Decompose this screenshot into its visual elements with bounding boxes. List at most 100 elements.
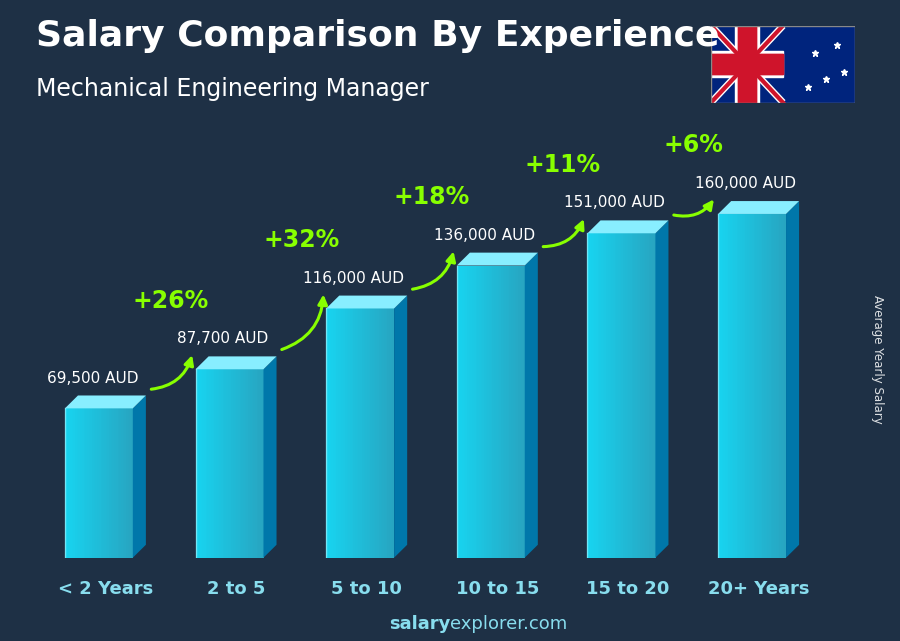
Bar bbox=[345, 308, 346, 558]
Text: +6%: +6% bbox=[663, 133, 724, 157]
Text: Mechanical Engineering Manager: Mechanical Engineering Manager bbox=[36, 77, 429, 101]
Bar bbox=[119, 408, 122, 558]
Bar bbox=[87, 408, 89, 558]
Text: 160,000 AUD: 160,000 AUD bbox=[695, 176, 796, 191]
Bar bbox=[258, 369, 260, 558]
Bar bbox=[382, 308, 384, 558]
Bar bbox=[636, 233, 639, 558]
Bar bbox=[337, 308, 338, 558]
Bar bbox=[103, 408, 104, 558]
Bar bbox=[745, 214, 747, 558]
Bar bbox=[620, 233, 622, 558]
Bar bbox=[195, 369, 197, 558]
Bar bbox=[770, 214, 771, 558]
Bar bbox=[770, 214, 772, 558]
Bar bbox=[362, 308, 364, 558]
Polygon shape bbox=[195, 356, 276, 369]
Bar bbox=[94, 408, 95, 558]
Bar bbox=[785, 214, 787, 558]
Bar bbox=[237, 369, 239, 558]
Bar bbox=[740, 214, 742, 558]
Bar bbox=[491, 265, 492, 558]
Bar bbox=[768, 214, 769, 558]
Text: +26%: +26% bbox=[132, 288, 209, 313]
Bar bbox=[70, 408, 72, 558]
Bar bbox=[590, 233, 591, 558]
Bar bbox=[647, 233, 649, 558]
Bar bbox=[75, 408, 76, 558]
Polygon shape bbox=[326, 296, 407, 308]
Bar bbox=[256, 369, 258, 558]
Bar bbox=[250, 369, 252, 558]
Bar bbox=[760, 214, 762, 558]
Bar bbox=[218, 369, 220, 558]
Bar bbox=[260, 369, 262, 558]
Bar bbox=[743, 214, 745, 558]
Bar bbox=[384, 308, 386, 558]
Bar bbox=[649, 233, 651, 558]
Bar bbox=[603, 233, 605, 558]
Text: 20+ Years: 20+ Years bbox=[708, 579, 809, 597]
Bar bbox=[379, 308, 381, 558]
Bar bbox=[752, 214, 754, 558]
Bar bbox=[471, 265, 473, 558]
Bar bbox=[630, 233, 632, 558]
Bar bbox=[783, 214, 785, 558]
Bar bbox=[776, 214, 778, 558]
Bar bbox=[107, 408, 109, 558]
Bar bbox=[216, 369, 218, 558]
Bar bbox=[623, 233, 625, 558]
Bar bbox=[718, 214, 720, 558]
Bar bbox=[508, 265, 509, 558]
Bar bbox=[618, 233, 620, 558]
Text: Average Yearly Salary: Average Yearly Salary bbox=[871, 295, 884, 423]
Bar bbox=[389, 308, 391, 558]
Bar bbox=[749, 214, 751, 558]
Bar bbox=[212, 369, 214, 558]
Bar bbox=[488, 265, 490, 558]
Bar bbox=[513, 265, 515, 558]
Bar bbox=[484, 265, 486, 558]
Bar bbox=[506, 265, 508, 558]
Bar bbox=[596, 233, 598, 558]
Bar bbox=[739, 214, 741, 558]
Bar bbox=[509, 265, 511, 558]
Bar bbox=[235, 369, 237, 558]
Bar bbox=[594, 233, 596, 558]
Bar bbox=[197, 369, 199, 558]
Text: < 2 Years: < 2 Years bbox=[58, 579, 153, 597]
Bar bbox=[67, 408, 68, 558]
Bar bbox=[632, 233, 634, 558]
Bar bbox=[634, 233, 635, 558]
Bar bbox=[481, 265, 482, 558]
Bar bbox=[711, 51, 783, 77]
Bar bbox=[245, 369, 247, 558]
Bar bbox=[348, 308, 350, 558]
Bar bbox=[460, 265, 462, 558]
Bar bbox=[354, 308, 356, 558]
Bar bbox=[99, 408, 101, 558]
Bar bbox=[726, 214, 728, 558]
Bar bbox=[214, 369, 216, 558]
Bar bbox=[738, 26, 756, 103]
Bar bbox=[652, 233, 653, 558]
Bar bbox=[231, 369, 233, 558]
Text: 151,000 AUD: 151,000 AUD bbox=[564, 196, 665, 210]
Bar bbox=[364, 308, 365, 558]
Text: 87,700 AUD: 87,700 AUD bbox=[177, 331, 268, 346]
Polygon shape bbox=[264, 356, 276, 558]
Bar bbox=[358, 308, 360, 558]
Bar bbox=[628, 233, 630, 558]
Bar bbox=[204, 369, 206, 558]
Bar bbox=[494, 265, 496, 558]
Bar bbox=[74, 408, 76, 558]
Polygon shape bbox=[65, 395, 146, 408]
Bar bbox=[642, 233, 643, 558]
Bar bbox=[457, 265, 459, 558]
Bar bbox=[124, 408, 126, 558]
Bar bbox=[126, 408, 128, 558]
Bar bbox=[625, 233, 626, 558]
Bar bbox=[90, 408, 92, 558]
Bar bbox=[226, 369, 228, 558]
Bar bbox=[392, 308, 394, 558]
